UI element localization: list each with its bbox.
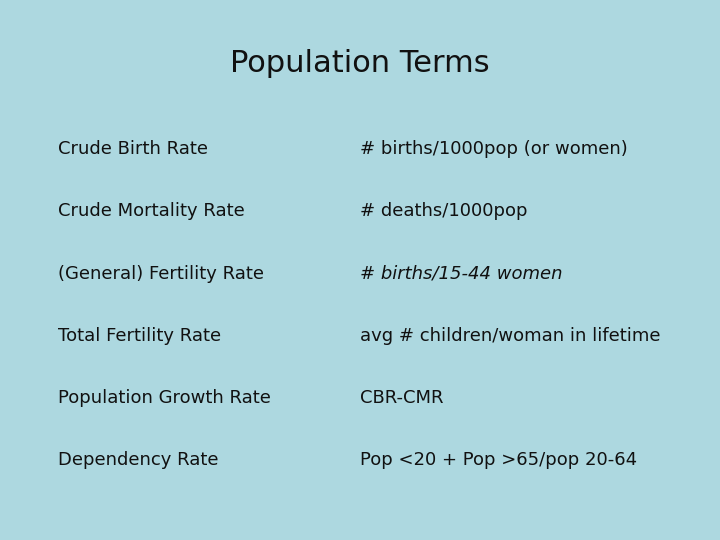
- Text: CBR-CMR: CBR-CMR: [360, 389, 444, 407]
- Text: Crude Mortality Rate: Crude Mortality Rate: [58, 202, 244, 220]
- Text: Total Fertility Rate: Total Fertility Rate: [58, 327, 221, 345]
- Text: Population Growth Rate: Population Growth Rate: [58, 389, 271, 407]
- Text: Crude Birth Rate: Crude Birth Rate: [58, 140, 207, 158]
- Text: # deaths/1000pop: # deaths/1000pop: [360, 202, 528, 220]
- Text: # births/15-44 women: # births/15-44 women: [360, 265, 562, 282]
- Text: (General) Fertility Rate: (General) Fertility Rate: [58, 265, 264, 282]
- Text: Pop <20 + Pop >65/pop 20-64: Pop <20 + Pop >65/pop 20-64: [360, 451, 637, 469]
- Text: avg # children/woman in lifetime: avg # children/woman in lifetime: [360, 327, 660, 345]
- Text: # births/1000pop (or women): # births/1000pop (or women): [360, 140, 628, 158]
- Text: Dependency Rate: Dependency Rate: [58, 451, 218, 469]
- Text: Population Terms: Population Terms: [230, 49, 490, 78]
